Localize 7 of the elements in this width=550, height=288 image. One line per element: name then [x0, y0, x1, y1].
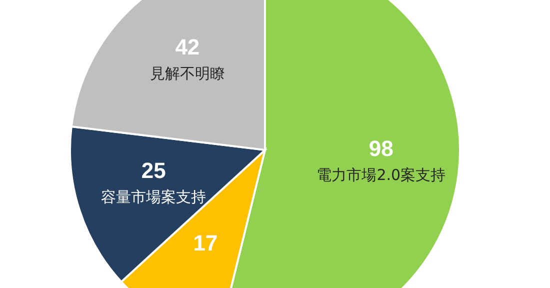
- slice-label: 電力市場2.0案支持: [316, 166, 446, 184]
- data-label: 25: [141, 158, 166, 183]
- data-label: 98: [368, 136, 394, 162]
- slice-label: 見解不明瞭: [150, 64, 225, 82]
- data-label: 17: [193, 230, 218, 256]
- data-label: 42: [175, 34, 200, 60]
- slice-label: 容量市場案支持: [101, 188, 206, 206]
